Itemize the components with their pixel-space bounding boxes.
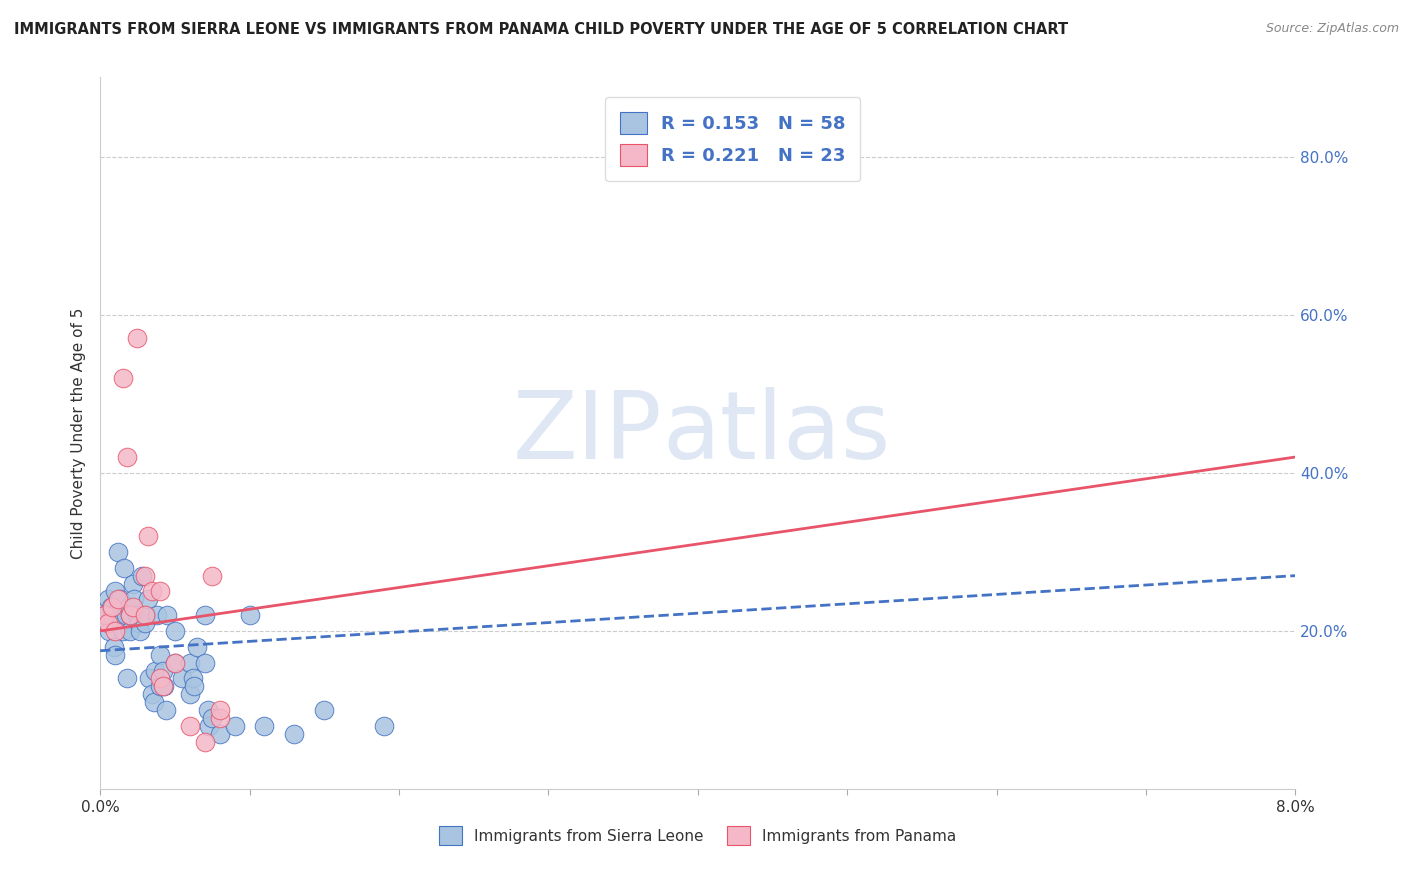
Point bbox=[93, 608, 115, 623]
Point bbox=[115, 450, 138, 464]
Point bbox=[135, 608, 157, 623]
Point bbox=[373, 719, 395, 733]
Point bbox=[127, 331, 149, 345]
Point bbox=[104, 584, 127, 599]
Point bbox=[134, 568, 156, 582]
Point bbox=[194, 656, 217, 670]
Text: IMMIGRANTS FROM SIERRA LEONE VS IMMIGRANTS FROM PANAMA CHILD POVERTY UNDER THE A: IMMIGRANTS FROM SIERRA LEONE VS IMMIGRAN… bbox=[14, 22, 1069, 37]
Point bbox=[117, 600, 139, 615]
Point bbox=[118, 608, 141, 623]
Point bbox=[98, 624, 121, 638]
Point bbox=[149, 648, 172, 662]
Text: ZIP: ZIP bbox=[512, 387, 662, 479]
Point bbox=[108, 592, 131, 607]
Point bbox=[114, 608, 136, 623]
Point bbox=[141, 584, 163, 599]
Point bbox=[156, 608, 179, 623]
Point bbox=[118, 608, 141, 623]
Point bbox=[201, 568, 224, 582]
Point bbox=[149, 584, 172, 599]
Point bbox=[101, 600, 124, 615]
Point bbox=[127, 608, 149, 623]
Point bbox=[197, 703, 219, 717]
Point bbox=[208, 711, 231, 725]
Point bbox=[201, 711, 224, 725]
Point bbox=[118, 624, 141, 638]
Point bbox=[208, 727, 231, 741]
Point bbox=[198, 719, 221, 733]
Point bbox=[253, 719, 276, 733]
Point bbox=[163, 656, 186, 670]
Point bbox=[149, 672, 172, 686]
Point bbox=[283, 727, 305, 741]
Legend: R = 0.153   N = 58, R = 0.221   N = 23: R = 0.153 N = 58, R = 0.221 N = 23 bbox=[605, 97, 860, 181]
Point bbox=[172, 672, 194, 686]
Point bbox=[238, 608, 260, 623]
Point bbox=[124, 592, 146, 607]
Point bbox=[179, 719, 201, 733]
Point bbox=[153, 679, 176, 693]
Point bbox=[136, 529, 159, 543]
Point bbox=[131, 568, 153, 582]
Point bbox=[101, 608, 124, 623]
Point bbox=[110, 616, 132, 631]
Point bbox=[122, 600, 145, 615]
Point bbox=[97, 616, 120, 631]
Point bbox=[107, 545, 129, 559]
Point bbox=[142, 695, 165, 709]
Point bbox=[115, 672, 138, 686]
Point bbox=[314, 703, 336, 717]
Point bbox=[122, 576, 145, 591]
Point bbox=[163, 624, 186, 638]
Point bbox=[103, 640, 125, 654]
Point bbox=[138, 672, 160, 686]
Point bbox=[100, 600, 122, 615]
Point bbox=[155, 703, 177, 717]
Point bbox=[224, 719, 246, 733]
Point bbox=[163, 656, 186, 670]
Point bbox=[179, 687, 201, 701]
Point bbox=[183, 679, 205, 693]
Point bbox=[152, 679, 174, 693]
Point bbox=[181, 672, 204, 686]
Point bbox=[149, 679, 172, 693]
Point bbox=[146, 608, 169, 623]
Point bbox=[107, 592, 129, 607]
Point bbox=[152, 664, 174, 678]
Point bbox=[128, 616, 150, 631]
Point bbox=[208, 703, 231, 717]
Point bbox=[141, 687, 163, 701]
Point bbox=[112, 560, 135, 574]
Point bbox=[111, 371, 134, 385]
Text: Source: ZipAtlas.com: Source: ZipAtlas.com bbox=[1265, 22, 1399, 36]
Text: atlas: atlas bbox=[662, 387, 890, 479]
Point bbox=[104, 648, 127, 662]
Point bbox=[104, 624, 127, 638]
Point bbox=[136, 592, 159, 607]
Point bbox=[97, 592, 120, 607]
Y-axis label: Child Poverty Under the Age of 5: Child Poverty Under the Age of 5 bbox=[72, 308, 86, 559]
Point bbox=[145, 664, 167, 678]
Point bbox=[134, 608, 156, 623]
Point bbox=[194, 608, 217, 623]
Point bbox=[93, 608, 115, 623]
Point bbox=[186, 640, 208, 654]
Point bbox=[129, 624, 152, 638]
Point bbox=[194, 734, 217, 748]
Point bbox=[111, 624, 134, 638]
Point bbox=[134, 616, 156, 631]
Point bbox=[179, 656, 201, 670]
